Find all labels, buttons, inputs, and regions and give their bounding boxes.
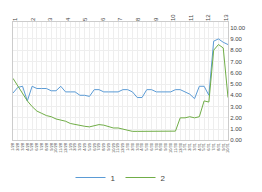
svg-text:1/29: 1/29 [68, 142, 73, 151]
svg-text:1: 1 [111, 174, 116, 183]
svg-text:7/29: 7/29 [96, 142, 101, 151]
svg-text:10/31: 10/31 [225, 142, 230, 153]
svg-text:6/30: 6/30 [149, 142, 154, 151]
svg-text:6/28: 6/28 [34, 142, 39, 151]
svg-text:5/29: 5/29 [87, 142, 92, 151]
svg-text:5/30: 5/30 [144, 142, 149, 151]
svg-text:3/28: 3/28 [20, 142, 25, 151]
svg-text:7/28: 7/28 [39, 142, 44, 151]
svg-text:8/31: 8/31 [216, 142, 221, 151]
svg-text:13: 13 [223, 14, 229, 21]
svg-text:12/29: 12/29 [120, 142, 125, 153]
svg-text:7: 7 [117, 17, 123, 21]
svg-text:11/28: 11/28 [58, 142, 63, 152]
svg-text:0.00: 0.00 [230, 137, 242, 143]
svg-text:5.00: 5.00 [230, 81, 242, 87]
svg-text:8: 8 [135, 17, 141, 21]
svg-text:4.00: 4.00 [230, 92, 242, 98]
svg-text:3.00: 3.00 [230, 104, 242, 110]
svg-text:9: 9 [153, 17, 159, 21]
svg-text:10/30: 10/30 [168, 142, 173, 153]
svg-text:10/29: 10/29 [111, 142, 116, 153]
svg-text:1: 1 [12, 17, 18, 21]
svg-text:12/30: 12/30 [178, 142, 183, 153]
svg-text:3/31: 3/31 [192, 142, 197, 151]
svg-text:5/31: 5/31 [201, 142, 206, 151]
svg-text:8/29: 8/29 [101, 142, 106, 151]
svg-text:4: 4 [65, 17, 71, 21]
svg-text:12: 12 [205, 14, 211, 21]
svg-text:9/28: 9/28 [49, 142, 54, 151]
svg-text:1.00: 1.00 [230, 126, 242, 132]
svg-text:6: 6 [100, 17, 106, 21]
svg-text:1/28: 1/28 [10, 142, 15, 151]
svg-text:7/31: 7/31 [211, 142, 216, 151]
svg-text:8.00: 8.00 [230, 47, 242, 53]
svg-text:9/29: 9/29 [106, 142, 111, 151]
svg-text:11/29: 11/29 [115, 142, 120, 152]
svg-text:2: 2 [30, 17, 36, 21]
svg-text:2: 2 [161, 174, 166, 183]
svg-text:6.00: 6.00 [230, 70, 242, 76]
svg-text:6/29: 6/29 [92, 142, 97, 151]
svg-text:4/29: 4/29 [82, 142, 87, 151]
svg-text:11: 11 [188, 14, 194, 21]
svg-text:10: 10 [170, 14, 176, 21]
svg-text:7/30: 7/30 [154, 142, 159, 151]
svg-text:11/30: 11/30 [173, 142, 178, 152]
svg-text:5/28: 5/28 [29, 142, 34, 151]
svg-text:9/30: 9/30 [163, 142, 168, 151]
svg-text:9/31: 9/31 [221, 142, 226, 151]
svg-text:7.00: 7.00 [230, 59, 242, 65]
svg-text:10/28: 10/28 [53, 142, 58, 153]
svg-text:5: 5 [82, 17, 88, 21]
svg-text:9.00: 9.00 [230, 36, 242, 42]
svg-text:2.00: 2.00 [230, 115, 242, 121]
svg-text:2/30: 2/30 [130, 142, 135, 151]
svg-text:3/29: 3/29 [77, 142, 82, 151]
svg-text:6/31: 6/31 [206, 142, 211, 151]
svg-text:3: 3 [47, 17, 53, 21]
svg-text:8/28: 8/28 [44, 142, 49, 151]
svg-text:3/30: 3/30 [135, 142, 140, 151]
svg-text:12/28: 12/28 [63, 142, 68, 153]
svg-text:4/30: 4/30 [139, 142, 144, 151]
svg-text:2/29: 2/29 [72, 142, 77, 151]
svg-text:4/28: 4/28 [25, 142, 30, 151]
svg-text:4/31: 4/31 [197, 142, 202, 151]
svg-text:1/31: 1/31 [182, 142, 187, 151]
svg-text:8/30: 8/30 [158, 142, 163, 151]
svg-text:2/28: 2/28 [15, 142, 20, 151]
svg-text:10.00: 10.00 [230, 25, 246, 31]
svg-text:2/31: 2/31 [187, 142, 192, 151]
svg-text:1/30: 1/30 [125, 142, 130, 151]
